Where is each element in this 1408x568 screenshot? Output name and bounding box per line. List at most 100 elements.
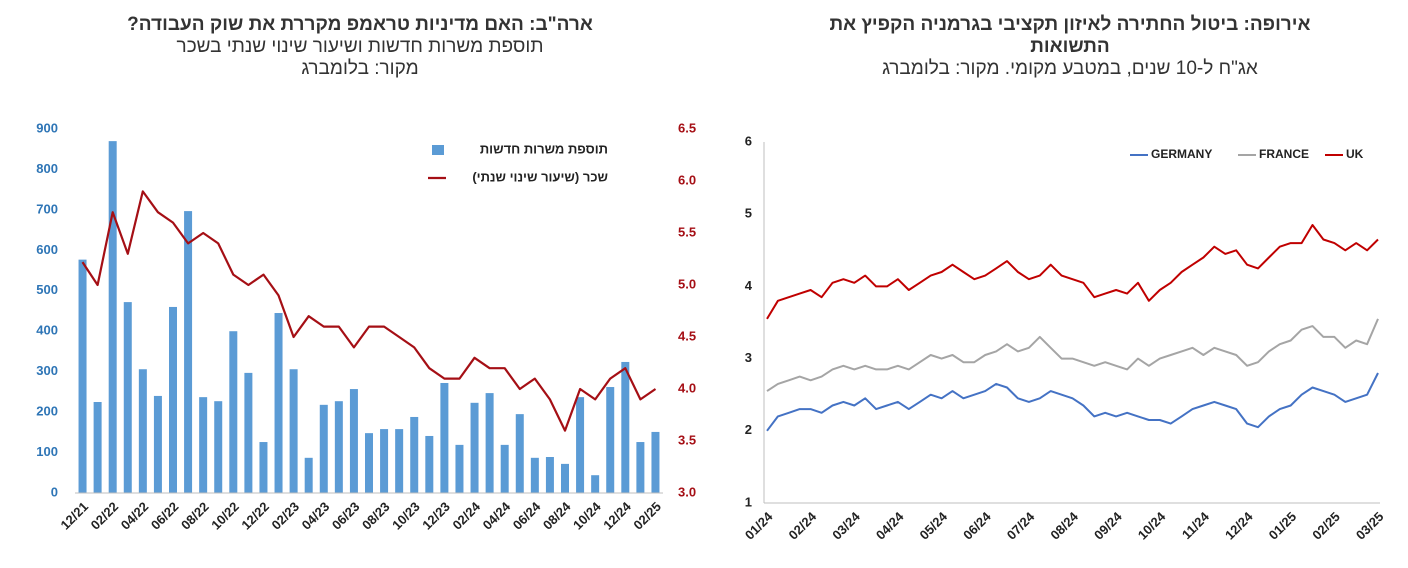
bar <box>244 372 253 493</box>
x-tick-label: 09/24 <box>1091 508 1125 542</box>
legend-label: FRANCE <box>1259 147 1309 161</box>
x-tick-label: 12/24 <box>600 498 634 532</box>
y-tick-label: 6 <box>745 133 752 148</box>
line <box>766 224 1379 320</box>
bar <box>455 444 464 493</box>
chart-source: מקור: בלומברג <box>301 58 419 79</box>
y2-tick-label: 4.0 <box>678 380 696 395</box>
bar <box>636 442 645 493</box>
y2-tick-label: 3.0 <box>678 484 696 499</box>
bar <box>289 369 298 493</box>
bar <box>545 457 554 493</box>
bar <box>123 302 132 493</box>
y-tick-label: 700 <box>36 201 58 216</box>
line <box>766 372 1379 432</box>
y-tick-label: 800 <box>36 161 58 176</box>
bar <box>108 141 117 493</box>
bar <box>561 463 569 493</box>
bar <box>78 259 87 493</box>
bar <box>425 435 434 493</box>
bar <box>229 331 238 493</box>
x-tick-label: 02/25 <box>1309 509 1343 543</box>
y2-tick-label: 4.5 <box>678 328 696 343</box>
x-tick-label: 02/23 <box>269 499 303 533</box>
y2-tick-label: 3.5 <box>678 432 696 447</box>
x-tick-label: 02/25 <box>630 499 664 533</box>
x-tick-label: 05/24 <box>917 508 951 542</box>
y2-tick-label: 6.5 <box>678 120 696 135</box>
y2-tick-label: 6.0 <box>678 172 696 187</box>
bar <box>651 431 660 493</box>
bar <box>93 402 102 493</box>
bar <box>440 382 449 493</box>
x-tick-label: 10/24 <box>1135 508 1169 542</box>
y-tick-label: 100 <box>36 444 58 459</box>
x-tick-label: 02/22 <box>88 499 122 533</box>
y-tick-label: 200 <box>36 404 58 419</box>
bar <box>138 369 147 493</box>
x-tick-label: 08/22 <box>178 499 212 533</box>
bar <box>214 401 223 493</box>
chart-subtitle: תוספת משרות חדשות ושיעור שינוי שנתי בשכר <box>176 36 544 57</box>
bar <box>395 429 404 493</box>
x-tick-label: 08/24 <box>540 498 574 532</box>
x-tick-label: 06/22 <box>148 499 182 533</box>
x-tick-label: 08/23 <box>359 499 393 533</box>
bar <box>380 429 389 493</box>
bar <box>274 313 283 493</box>
x-tick-label: 10/23 <box>389 499 423 533</box>
right-titles: אירופה: ביטול החתירה לאיזון תקציבי בגרמנ… <box>820 14 1320 80</box>
x-tick-label: 02/24 <box>449 498 483 532</box>
x-tick-label: 04/24 <box>480 498 514 532</box>
y-tick-label: 500 <box>36 282 58 297</box>
x-tick-label: 12/21 <box>57 499 91 533</box>
y-tick-label: 900 <box>36 120 58 135</box>
x-tick-label: 03/25 <box>1353 509 1387 543</box>
x-tick-label: 12/23 <box>419 499 453 533</box>
bar <box>169 306 177 493</box>
bar <box>576 397 585 493</box>
bar <box>153 395 162 493</box>
bar <box>515 414 524 493</box>
x-tick-label: 11/24 <box>1179 508 1213 542</box>
bar <box>530 457 539 493</box>
x-tick-label: 07/24 <box>1004 508 1038 542</box>
bar <box>485 393 494 493</box>
x-tick-label: 06/23 <box>329 499 363 533</box>
y-tick-label: 0 <box>51 484 58 499</box>
x-tick-label: 04/24 <box>873 508 907 542</box>
x-tick-label: 01/24 <box>742 508 776 542</box>
bar <box>470 402 479 493</box>
y-tick-label: 5 <box>745 206 752 221</box>
y-tick-label: 3 <box>745 350 752 365</box>
x-tick-label: 06/24 <box>960 508 994 542</box>
line <box>81 190 657 432</box>
x-tick-label: 04/23 <box>299 499 333 533</box>
x-tick-label: 02/24 <box>786 508 820 542</box>
y2-tick-label: 5.5 <box>678 224 696 239</box>
x-tick-label: 03/24 <box>829 508 863 542</box>
bar <box>259 442 268 493</box>
y-tick-label: 400 <box>36 323 58 338</box>
legend-swatch <box>432 145 444 155</box>
chart-title: ארה"ב: האם מדיניות טראמפ מקררת את שוק הע… <box>127 14 593 35</box>
bar <box>410 416 419 493</box>
x-tick-label: 04/22 <box>118 499 152 533</box>
line <box>766 318 1379 392</box>
bar <box>334 401 343 493</box>
bar <box>349 389 358 493</box>
x-tick-label: 12/24 <box>1222 508 1256 542</box>
legend-label: תוספת משרות חדשות <box>480 141 608 156</box>
chart-subtitle: אג"ח ל-10 שנים, במטבע מקומי. מקור: בלומב… <box>882 58 1258 79</box>
y-tick-label: 300 <box>36 363 58 378</box>
y-tick-label: 4 <box>745 278 753 293</box>
x-tick-label: 08/24 <box>1047 508 1081 542</box>
left-titles: ארה"ב: האם מדיניות טראמפ מקררת את שוק הע… <box>40 14 680 80</box>
bar <box>304 457 313 493</box>
y2-tick-label: 5.0 <box>678 276 696 291</box>
bar <box>184 211 193 493</box>
x-tick-label: 06/24 <box>510 498 544 532</box>
bar <box>319 404 328 493</box>
bar <box>365 433 373 493</box>
chart-title: אירופה: ביטול החתירה לאיזון תקציבי בגרמנ… <box>829 14 1311 57</box>
